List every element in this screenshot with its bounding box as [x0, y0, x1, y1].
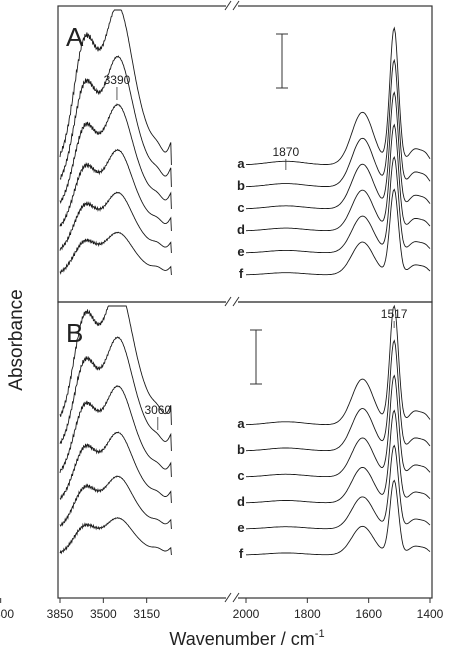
series-label: e	[237, 244, 244, 259]
spectrum-line	[59, 9, 172, 166]
x-axis-title-main: Wavenumber / cm	[169, 629, 314, 649]
spectrum-line	[59, 516, 172, 556]
spectrum-line	[246, 444, 431, 530]
y-axis-title: Absorbance	[6, 289, 27, 390]
series-label: c	[237, 200, 244, 215]
series-label: b	[237, 178, 245, 193]
series-label: b	[237, 442, 245, 457]
panel-label: A	[66, 22, 84, 52]
panel-label: B	[66, 318, 83, 348]
spectrum-line	[246, 374, 431, 478]
spectrum-line	[245, 304, 431, 426]
spectrum-line	[59, 475, 172, 530]
axis-break-mark	[232, 592, 240, 603]
x-axis-title-exponent: -1	[315, 628, 325, 640]
spectrum-line	[59, 231, 172, 276]
series-label: d	[237, 494, 245, 509]
spectrum-line	[59, 55, 172, 188]
series-label: a	[237, 156, 245, 171]
axis-break-gap	[226, 2, 238, 10]
axis-break-gap	[226, 594, 238, 602]
spectrum-line	[59, 431, 172, 504]
series-label: d	[237, 222, 245, 237]
spectrum-line	[246, 91, 431, 210]
x-tick-label: 3850	[47, 607, 74, 621]
spectrum-line	[246, 339, 431, 452]
spectrum-line	[59, 305, 172, 426]
panel-frame	[57, 5, 433, 303]
bottom-axis-break	[224, 592, 240, 603]
spectrum-line	[245, 409, 431, 504]
axis-break-mark	[232, 0, 240, 11]
x-tick-label: 2800	[0, 607, 14, 621]
spectrum-line	[59, 191, 172, 254]
spectrum-line	[246, 123, 431, 232]
spectrum-line	[245, 155, 431, 254]
spectrum-line	[59, 336, 172, 452]
series-label: f	[239, 546, 244, 561]
peak-annotation: 1870	[273, 145, 300, 159]
x-tick-label: 2000	[233, 607, 260, 621]
peak-annotation: 3060	[144, 403, 171, 417]
x-tick-label: 3500	[90, 607, 117, 621]
spectrum-line	[246, 479, 431, 556]
axis-break-mark	[224, 592, 232, 603]
spectrum-line	[245, 58, 431, 188]
series-label: a	[237, 416, 245, 431]
x-axis-title: Wavenumber / cm-1	[169, 628, 324, 649]
x-tick-label: 1400	[417, 607, 444, 621]
panel-frame	[57, 301, 433, 599]
spectrum-line	[59, 385, 172, 478]
axis-break-mark	[224, 0, 232, 11]
spectrum-line	[59, 103, 172, 210]
peak-annotation: 3390	[104, 73, 131, 87]
x-tick-label: 1800	[294, 607, 321, 621]
series-label: e	[237, 520, 244, 535]
spectrum-line	[59, 148, 172, 232]
peak-annotation: 1517	[381, 307, 408, 321]
x-tick-label: 1600	[355, 607, 382, 621]
axis-break-mark	[224, 296, 232, 307]
axis-break-gap	[226, 298, 238, 306]
panel-a: Aabcdef339029301870	[57, 0, 433, 303]
series-label: f	[239, 266, 244, 281]
spectrum-line	[245, 188, 431, 276]
x-tick-label: 3150	[133, 607, 160, 621]
series-label: c	[237, 468, 244, 483]
axis-break-mark	[232, 296, 240, 307]
spectrum-line	[246, 26, 431, 166]
